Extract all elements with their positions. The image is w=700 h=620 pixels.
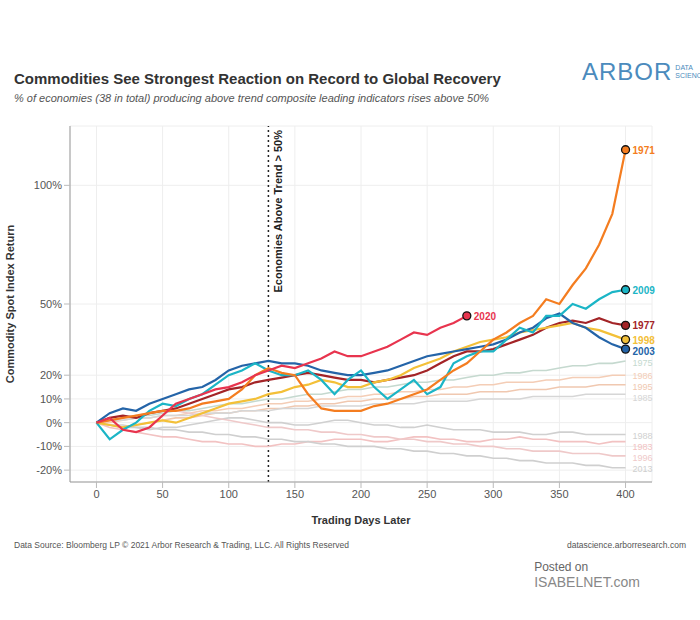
svg-text:20%: 20% [40,369,62,381]
svg-text:1996: 1996 [633,453,653,463]
html-text:ISABELNET.com: ISABELNET.com [534,574,640,590]
html-text:datascience.arborresearch.com: datascience.arborresearch.com [566,540,686,550]
svg-text:Economies Above Trend > 50%: Economies Above Trend > 50% [272,130,284,293]
html-text:Posted on: Posted on [534,560,589,574]
html-text:DATA: DATA [675,64,693,71]
svg-text:10%: 10% [40,393,62,405]
svg-text:1995: 1995 [633,382,653,392]
svg-text:2013: 2013 [633,464,653,474]
svg-text:50%: 50% [40,298,62,310]
svg-text:250: 250 [418,488,436,500]
svg-text:150: 150 [286,488,304,500]
svg-text:400: 400 [616,488,634,500]
svg-text:Trading Days Later: Trading Days Later [311,514,411,526]
svg-text:100: 100 [220,488,238,500]
svg-text:0%: 0% [46,417,62,429]
svg-text:Commodity Spot Index Return: Commodity Spot Index Return [8,225,16,384]
svg-text:200: 200 [352,488,370,500]
svg-text:100%: 100% [34,179,62,191]
svg-text:1977: 1977 [633,320,656,331]
svg-text:2009: 2009 [633,285,656,296]
svg-text:1988: 1988 [633,431,653,441]
svg-text:0: 0 [93,488,99,500]
svg-text:-20%: -20% [36,464,62,476]
svg-text:350: 350 [550,488,568,500]
svg-text:300: 300 [484,488,502,500]
html-text:Data Source: Bloomberg LP © 20: Data Source: Bloomberg LP © 2021 Arbor R… [14,540,349,550]
svg-text:1998: 1998 [633,335,656,346]
svg-text:1983: 1983 [633,442,653,452]
svg-text:1975: 1975 [633,358,653,368]
html-text:% of economies (38 in total) p: % of economies (38 in total) producing a… [14,92,490,104]
html-text:Commodities See Strongest Reac: Commodities See Strongest Reaction on Re… [14,70,501,87]
svg-text:1986: 1986 [633,371,653,381]
svg-text:1971: 1971 [633,145,656,156]
svg-text:1985: 1985 [633,393,653,403]
svg-text:2020: 2020 [474,311,497,322]
html-text:ARBOR: ARBOR [582,58,673,85]
svg-text:2003: 2003 [633,346,656,357]
svg-text:-10%: -10% [36,440,62,452]
svg-text:50: 50 [156,488,168,500]
